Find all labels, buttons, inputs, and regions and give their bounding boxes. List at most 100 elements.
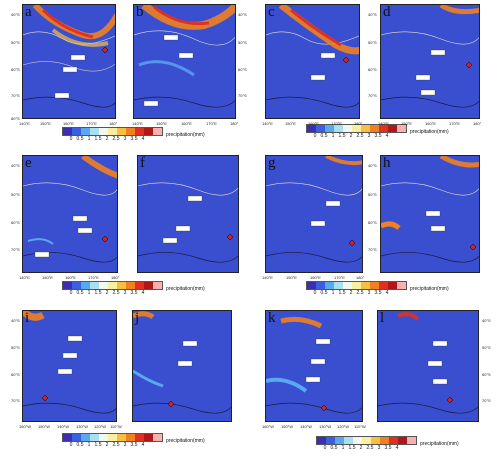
map-panel-a: a [22,4,116,119]
swatch [334,282,343,289]
panel-letter: k [268,310,276,326]
swatch [144,282,153,289]
swatch [63,282,72,289]
swatch [307,282,316,289]
colorbar-swatches [306,281,407,290]
tick: 4 [385,133,389,139]
swatch [379,282,388,289]
swatch [153,282,162,289]
tick: 1.5 [348,445,356,451]
tick: 2.5 [112,136,120,142]
colorbar-row3-left: 0 0.5 1 1.5 2 2.5 3 3.5 4 precipitation(… [62,433,232,453]
lon-label: 180° [473,121,482,126]
lat-label: 50°S [11,192,20,197]
panel-letter: e [25,155,32,171]
tick: 1.5 [338,290,346,296]
swatch [361,282,370,289]
lon-label: 140°E [262,121,273,126]
tick: 3.5 [384,445,392,451]
colorbar-unit: precipitation(mm) [166,438,205,444]
colorbar-unit: precipitation(mm) [166,286,205,292]
lon-label: 170°E [334,275,345,280]
swatch [72,128,81,135]
tick: 1.5 [94,136,102,142]
tick: 3.5 [374,290,382,296]
lat-label: 70°S [368,93,377,98]
swatch [307,125,316,132]
tick: 3.5 [130,290,138,296]
swatch [135,434,144,441]
lon-label: 140°E [19,121,30,126]
lat-label: 40°S [368,12,377,17]
lat-label: 60°S [482,372,491,377]
map-panel-k: k [265,310,363,422]
tick: 0.5 [76,136,84,142]
swatch [108,282,117,289]
tick: 2 [105,136,109,142]
map-panel-f: f [137,155,239,273]
lat-label: 70°S [11,93,20,98]
lon-label: 140°E [262,275,273,280]
map-panel-c: c [265,4,360,119]
lon-label: 140°W [57,424,70,429]
map-g-overlay [266,156,362,263]
panel-letter: l [380,310,385,326]
lat-label: 40°S [11,318,20,323]
tick: 0.5 [320,290,328,296]
swatch [135,282,144,289]
colorbar-unit: precipitation(mm) [420,441,459,447]
swatch [63,128,72,135]
panel-letter: i [25,310,30,326]
colorbar-swatches [62,281,163,290]
swatch [380,437,389,444]
swatch [108,434,117,441]
lat-label: 70°S [482,398,491,403]
swatch [144,434,153,441]
lon-label: 180° [109,121,118,126]
lon-label: 150°E [42,275,53,280]
tick: 2 [349,133,353,139]
swatch [397,125,406,132]
swatch [407,437,416,444]
map-panel-g: g [265,155,363,273]
map-j-overlay [133,311,231,414]
swatch [361,125,370,132]
swatch [99,434,108,441]
swatch [325,125,334,132]
swatch [334,125,343,132]
tick: 1 [87,442,91,448]
tick: 4 [395,445,399,451]
lat-label: 40°S [482,318,491,323]
swatch [316,282,325,289]
panel-letter: j [135,310,140,326]
lon-label: 170°E [206,121,217,126]
tick: 2.5 [112,442,120,448]
swatch [335,437,344,444]
map-panel-l: l [377,310,479,422]
swatch [325,282,334,289]
tick: 3 [377,445,381,451]
swatch [353,437,362,444]
swatch [344,437,353,444]
swatch [72,282,81,289]
panel-letter: b [136,4,144,20]
swatch [81,282,90,289]
tick: 0 [313,290,317,296]
map-b-overlay [134,5,235,108]
swatch [397,282,406,289]
tick: 3.5 [130,442,138,448]
lon-label: 150°E [156,121,167,126]
tick: 0.5 [330,445,338,451]
swatch [63,434,72,441]
swatch [99,282,108,289]
tick: 2 [105,442,109,448]
tick: 0 [69,290,73,296]
lon-label: 180° [230,121,239,126]
lon-label: 140°E [132,121,143,126]
swatch [388,282,397,289]
swatch [81,128,90,135]
lon-label: 160°E [63,121,74,126]
tick: 0.5 [320,133,328,139]
lat-label: 80°S [11,116,20,121]
tick: 2.5 [112,290,120,296]
